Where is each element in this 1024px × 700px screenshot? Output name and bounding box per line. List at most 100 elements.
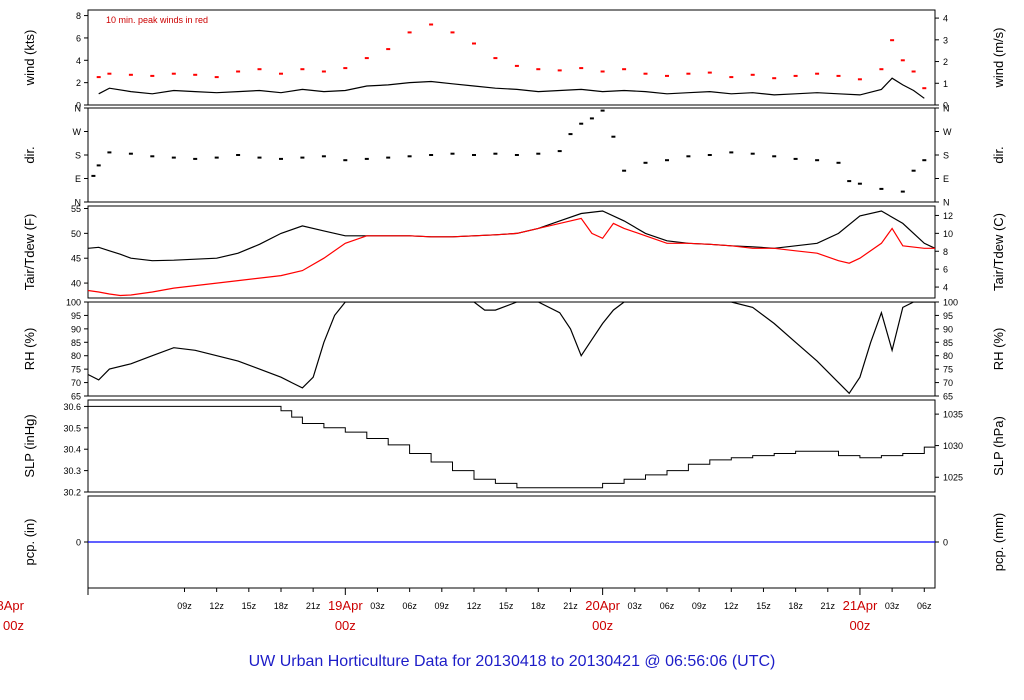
x-tick-label: 18z [531, 601, 546, 611]
panel-rh: 65 70 75 80 85 90 95 100 65 70 75 80 85 90 95 100 RH (%)… [22, 298, 1006, 402]
left-tick-label: 100 [66, 298, 81, 308]
series-direction-point [493, 152, 498, 155]
series-direction-point [300, 156, 305, 159]
series-direction-point [107, 151, 112, 154]
right-tick-label: 1 [943, 79, 948, 89]
series-peak-point [386, 48, 391, 51]
series-direction-point [386, 156, 391, 159]
left-tick-label: 85 [71, 338, 81, 348]
series-peak-point [214, 76, 219, 79]
series-direction-point [750, 152, 755, 155]
right-tick-label: 1030 [943, 441, 963, 451]
series-peak-point [772, 77, 777, 80]
right-tick-label: S [943, 151, 949, 161]
series-peak-point [107, 72, 112, 75]
x-tick-label: 09z [435, 601, 450, 611]
left-tick-label: 50 [71, 229, 81, 239]
right-tick-label: 3 [943, 35, 948, 45]
series-direction-point [557, 150, 562, 153]
x-axis: 09z 12z 15z 18z 21z 03z 06z 09z 12z 15z 18z 21z 03z 0… [0, 588, 932, 633]
series-direction-point [622, 169, 627, 172]
ylabel-right: SLP (hPa) [991, 416, 1006, 476]
right-tick-label: 0 [943, 538, 948, 548]
panel-slp: 30.2 30.3 30.4 30.5 30.6 1025 1030 1035 SLP (inH… [22, 399, 1006, 498]
right-tick-label: E [943, 174, 949, 184]
left-tick-label: 30.2 [63, 488, 81, 498]
series-peak-point [96, 76, 101, 79]
ylabel-left: dir. [22, 146, 37, 163]
left-tick-label: 8 [76, 11, 81, 21]
series-peak-point [514, 64, 519, 67]
panel-wind: 0 2 4 6 8 0 1 2 3 4 wind (kts) wind (m/s) 10 min. pe… [22, 9, 1006, 111]
series-peak-point [643, 72, 648, 75]
series-RH-line [88, 302, 935, 395]
series-direction-point [793, 157, 798, 160]
x-tick-label: 21z [563, 601, 578, 611]
series-direction-point [911, 169, 916, 172]
series-direction-point [922, 159, 927, 162]
series-direction-point [847, 180, 852, 183]
series-direction-point [193, 157, 198, 160]
left-tick-label: 70 [71, 378, 81, 388]
right-tick-label: 70 [943, 378, 953, 388]
series-peak-point [472, 42, 476, 45]
series-direction-point [611, 135, 616, 138]
series-direction-point [514, 154, 519, 156]
ylabel-left: pcp. (in) [22, 519, 37, 566]
left-tick-label: 30.3 [63, 466, 81, 476]
left-tick-label: 6 [76, 33, 81, 43]
left-tick-label: N [75, 198, 82, 208]
left-tick-label: 40 [71, 279, 81, 289]
ylabel-right: wind (m/s) [991, 28, 1006, 89]
series-peak-point [193, 73, 198, 76]
right-tick-label: 1035 [943, 410, 963, 420]
series-peak-point [857, 78, 862, 81]
panel-frame [87, 301, 936, 397]
x-day-label: 21Apr [843, 598, 878, 613]
series-group [88, 302, 935, 395]
series-direction-point [214, 156, 219, 159]
series-direction-point [707, 154, 712, 156]
series-direction-point [729, 151, 734, 154]
series-peak-point [900, 59, 905, 62]
ylabel-left: Tair/Tdew (F) [22, 214, 37, 291]
right-tick-label: 80 [943, 351, 953, 361]
series-Tdew-line [88, 217, 935, 297]
series-peak-point [364, 57, 369, 60]
series-direction-point [836, 161, 841, 164]
right-tick-label: 95 [943, 311, 953, 321]
x-day-label: 18Apr [0, 598, 25, 613]
left-tick-label: S [75, 151, 81, 161]
series-direction-point [879, 187, 884, 190]
x-tick-label: 21z [306, 601, 321, 611]
x-day-label: 20Apr [585, 598, 620, 613]
series-mean-line [98, 77, 925, 99]
panel-frame [87, 399, 936, 493]
left-tick-label: 4 [76, 56, 81, 66]
x-tick-label: 21z [821, 601, 836, 611]
panel-frame [87, 107, 936, 203]
series-peak-point [150, 74, 155, 77]
x-tick-label: 15z [499, 601, 514, 611]
ylabel-right: Tair/Tdew (C) [991, 213, 1006, 291]
left-tick-label: 45 [71, 254, 81, 264]
left-tick-label: 30.6 [63, 402, 81, 412]
series-direction-point [579, 122, 584, 125]
series-group [91, 109, 927, 193]
series-peak-point [343, 67, 348, 70]
series-peak-point [750, 73, 755, 76]
series-SLP-step [88, 405, 935, 489]
right-tick-label: 90 [943, 324, 953, 334]
series-peak-point [665, 74, 669, 77]
x-tick-label: 03z [628, 601, 643, 611]
series-direction-point [171, 156, 176, 159]
panel-temp: 40 45 50 55 4 6 8 10 12 Tair/Tdew (F) Tair/Tdew (C… [22, 204, 1006, 299]
left-tick-label: 30.4 [63, 445, 81, 455]
left-tick-label: 80 [71, 351, 81, 361]
right-tick-label: 6 [943, 265, 948, 275]
right-tick-label: 1025 [943, 473, 963, 483]
x-tick-label: 12z [467, 601, 482, 611]
panel-annotation: 10 min. peak winds in red [106, 15, 208, 25]
series-peak-point [429, 23, 434, 26]
